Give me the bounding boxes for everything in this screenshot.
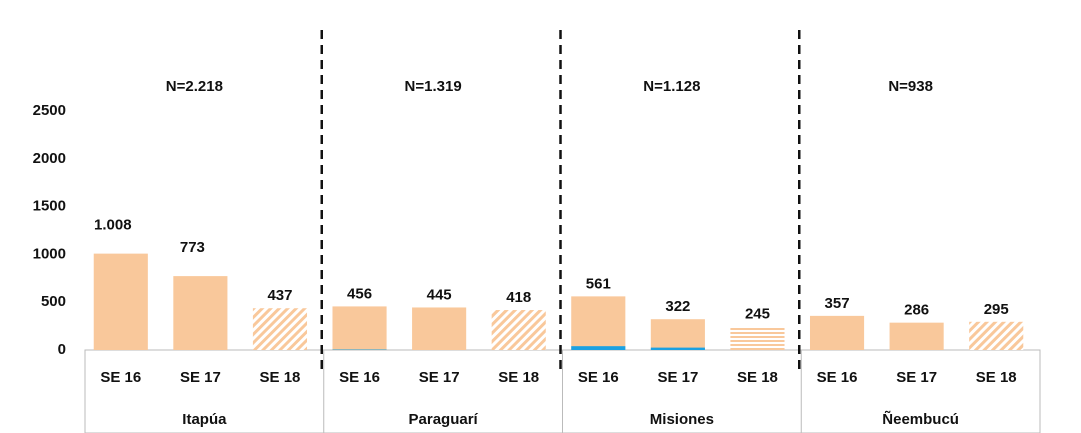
bar	[650, 347, 705, 350]
value-label: 286	[904, 302, 929, 319]
bar	[571, 296, 626, 350]
x-tick-label: SE 16	[817, 369, 858, 386]
value-label: 357	[825, 295, 850, 312]
x-tick-label: SE 17	[896, 369, 937, 386]
value-label: 1.008	[94, 217, 132, 234]
bar	[889, 322, 944, 350]
x-tick-label: SE 17	[419, 369, 460, 386]
value-label: 295	[984, 301, 1009, 318]
bar	[730, 326, 785, 350]
bar	[252, 308, 308, 350]
value-label: 437	[267, 287, 292, 304]
bar	[969, 321, 1024, 350]
value-label: 322	[665, 298, 690, 315]
x-tick-label: SE 16	[578, 369, 619, 386]
value-label: 773	[180, 239, 205, 256]
y-tick-label: 2500	[33, 102, 66, 119]
group-label: Ñeembucú	[882, 410, 959, 428]
group-total-label: N=1.319	[405, 78, 462, 95]
y-tick-label: 500	[41, 293, 66, 310]
group-label: Itapúa	[182, 411, 227, 428]
x-tick-label: SE 16	[339, 369, 380, 386]
group-total-label: N=938	[888, 78, 933, 95]
value-label: 456	[347, 285, 372, 302]
x-tick-label: SE 18	[260, 369, 301, 386]
value-label: 418	[506, 289, 531, 306]
group-label: Paraguarí	[409, 411, 479, 428]
bar	[412, 307, 467, 350]
bar	[650, 319, 705, 350]
group-label: Misiones	[650, 411, 714, 428]
bar	[491, 310, 546, 350]
y-tick-label: 1000	[33, 245, 66, 262]
value-label: 445	[427, 286, 452, 303]
group-total-label: N=1.128	[643, 78, 700, 95]
x-tick-label: SE 18	[737, 369, 778, 386]
y-tick-label: 0	[58, 341, 66, 358]
bar	[332, 306, 387, 350]
bar	[571, 346, 626, 350]
x-tick-label: SE 18	[976, 369, 1017, 386]
x-tick-label: SE 18	[498, 369, 539, 386]
y-tick-label: 1500	[33, 198, 66, 215]
x-tick-label: SE 17	[180, 369, 221, 386]
value-label: 561	[586, 275, 611, 292]
value-label: 245	[745, 306, 770, 323]
x-tick-label: SE 17	[657, 369, 698, 386]
bar	[173, 276, 228, 350]
x-tick-label: SE 16	[100, 369, 141, 386]
y-tick-label: 2000	[33, 150, 66, 167]
bar	[809, 315, 865, 350]
bar	[93, 253, 148, 350]
group-total-label: N=2.218	[166, 78, 223, 95]
